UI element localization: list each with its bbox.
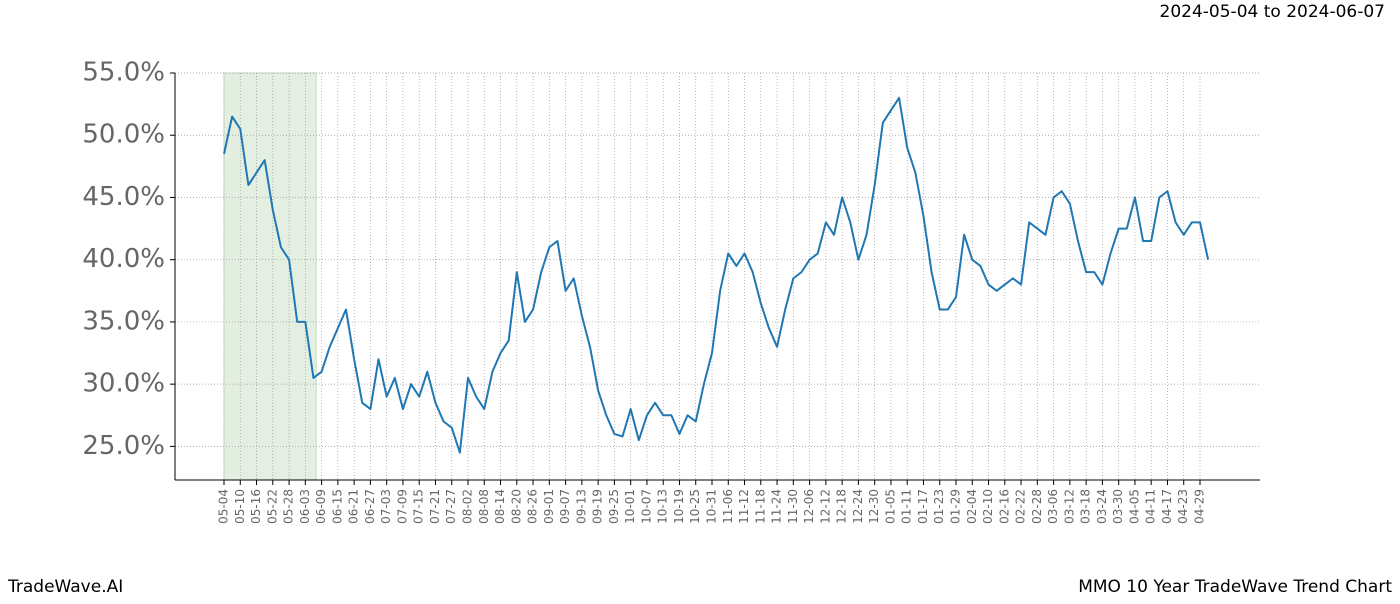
- x-tick-label: 08-08: [477, 489, 491, 524]
- x-tick-label: 11-12: [737, 489, 751, 524]
- y-tick-label: 35.0%: [82, 306, 165, 336]
- x-tick-label: 06-09: [314, 489, 328, 524]
- x-tick-label: 12-24: [851, 489, 865, 524]
- x-tick-label: 01-11: [900, 489, 914, 524]
- x-tick-label: 08-20: [509, 489, 523, 524]
- x-tick-label: 03-30: [1111, 489, 1125, 524]
- x-tick-label: 07-15: [412, 489, 426, 524]
- x-tick-label: 10-01: [623, 489, 637, 524]
- brand: TradeWave.AI: [7, 577, 123, 597]
- x-tick-label: 12-12: [818, 489, 832, 524]
- y-tick-label: 40.0%: [82, 244, 165, 274]
- x-tick-label: 07-21: [428, 489, 442, 524]
- y-tick-label: 50.0%: [82, 120, 165, 150]
- x-tick-label: 07-03: [379, 489, 393, 524]
- x-tick-label: 10-19: [672, 489, 686, 524]
- x-tick-label: 06-27: [363, 489, 377, 524]
- x-tick-label: 06-15: [330, 489, 344, 524]
- x-tick-label: 08-02: [461, 489, 475, 524]
- x-tick-label: 05-28: [282, 489, 296, 524]
- x-tick-label: 01-17: [916, 489, 930, 524]
- x-tick-label: 08-14: [493, 489, 507, 524]
- x-tick-label: 12-18: [835, 489, 849, 524]
- y-tick-label: 45.0%: [82, 182, 165, 212]
- y-tick-label: 30.0%: [82, 369, 165, 399]
- x-tick-label: 02-28: [1030, 489, 1044, 524]
- y-tick-label: 55.0%: [82, 58, 165, 88]
- x-tick-label: 01-29: [949, 489, 963, 524]
- x-tick-label: 02-22: [1014, 489, 1028, 524]
- highlight-span: [223, 72, 317, 481]
- x-tick-label: 02-16: [997, 489, 1011, 524]
- series-line: [223, 96, 1210, 454]
- x-tick-label: 09-25: [607, 489, 621, 524]
- x-tick-label: 10-31: [705, 489, 719, 524]
- x-tick-label: 04-29: [1193, 489, 1207, 524]
- x-tick-label: 12-30: [867, 489, 881, 524]
- x-tick-label: 01-05: [883, 489, 897, 524]
- x-tick-label: 03-18: [1079, 489, 1093, 524]
- x-tick-label: 10-13: [656, 489, 670, 524]
- x-tick-label: 10-25: [688, 489, 702, 524]
- x-tick-label: 03-06: [1046, 489, 1060, 524]
- x-tick-label: 09-13: [574, 489, 588, 524]
- x-tick-label: 05-16: [249, 489, 263, 524]
- x-tick-label: 10-07: [639, 489, 653, 524]
- x-tick-label: 05-10: [233, 489, 247, 524]
- x-tick-label: 06-21: [347, 489, 361, 524]
- x-tick-label: 06-03: [298, 489, 312, 524]
- x-tick-label: 08-26: [526, 489, 540, 524]
- x-tick-label: 11-30: [786, 489, 800, 524]
- y-tick-label: 25.0%: [82, 431, 165, 461]
- x-tick-label: 04-11: [1144, 489, 1158, 524]
- x-tick-label: 05-04: [217, 489, 231, 524]
- x-tick-label: 09-19: [591, 489, 605, 524]
- chart-title: MMO 10 Year TradeWave Trend Chart: [1078, 577, 1392, 597]
- x-tick-label: 04-17: [1160, 489, 1174, 524]
- x-tick-label: 05-22: [265, 489, 279, 524]
- x-tick-label: 09-01: [542, 489, 556, 524]
- x-tick-label: 11-18: [753, 489, 767, 524]
- x-tick-label: 12-06: [802, 489, 816, 524]
- x-tick-label: 07-27: [444, 489, 458, 524]
- subtitle: 2024-05-04 to 2024-06-07: [1160, 2, 1385, 22]
- x-tick-label: 11-24: [770, 489, 784, 524]
- x-tick-label: 02-04: [965, 489, 979, 524]
- x-tick-label: 02-10: [981, 489, 995, 524]
- x-tick-label: 09-07: [558, 489, 572, 524]
- x-tick-label: 07-09: [395, 489, 409, 524]
- x-tick-label: 04-23: [1176, 489, 1190, 524]
- x-tick-label: 03-12: [1062, 489, 1076, 524]
- x-tick-label: 01-23: [932, 489, 946, 524]
- x-tick-label: 03-24: [1095, 489, 1109, 524]
- x-tick-label: 04-05: [1127, 489, 1141, 524]
- x-tick-label: 11-06: [721, 489, 735, 524]
